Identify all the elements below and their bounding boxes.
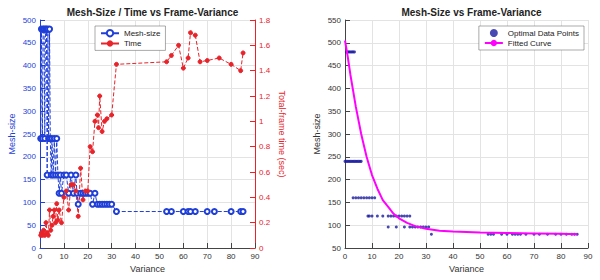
svg-text:250: 250: [328, 152, 342, 161]
svg-text:200: 200: [23, 152, 37, 161]
svg-text:150: 150: [23, 175, 37, 184]
svg-text:90: 90: [584, 252, 593, 261]
svg-text:0.8: 0.8: [259, 142, 271, 151]
svg-text:0.4: 0.4: [259, 193, 271, 202]
svg-text:Fitted Curve: Fitted Curve: [508, 39, 552, 48]
svg-text:150: 150: [328, 198, 342, 207]
svg-text:1.6: 1.6: [259, 41, 271, 50]
svg-text:0.6: 0.6: [259, 168, 271, 177]
svg-text:40: 40: [449, 252, 458, 261]
svg-text:300: 300: [328, 130, 342, 139]
svg-text:50: 50: [27, 221, 36, 230]
svg-text:60: 60: [503, 252, 512, 261]
svg-text:0: 0: [32, 244, 37, 253]
svg-text:500: 500: [328, 38, 342, 47]
svg-text:1: 1: [259, 117, 264, 126]
svg-text:Mesh-Size / Time vs Frame-Vari: Mesh-Size / Time vs Frame-Variance: [67, 7, 239, 18]
svg-text:400: 400: [328, 84, 342, 93]
svg-text:100: 100: [23, 198, 37, 207]
svg-text:90: 90: [251, 252, 260, 261]
svg-text:Mesh-size: Mesh-size: [124, 29, 161, 38]
svg-text:50: 50: [332, 244, 341, 253]
svg-text:100: 100: [328, 221, 342, 230]
svg-text:60: 60: [179, 252, 188, 261]
svg-text:350: 350: [328, 107, 342, 116]
svg-text:10: 10: [59, 252, 68, 261]
svg-text:30: 30: [107, 252, 116, 261]
svg-text:Optimal Data Points: Optimal Data Points: [508, 29, 579, 38]
svg-text:0: 0: [259, 244, 264, 253]
svg-text:50: 50: [155, 252, 164, 261]
svg-text:30: 30: [422, 252, 431, 261]
svg-text:450: 450: [328, 61, 342, 70]
svg-text:Mesh-size: Mesh-size: [312, 113, 322, 154]
svg-text:0: 0: [38, 252, 43, 261]
svg-text:1.8: 1.8: [259, 16, 271, 25]
svg-text:Time: Time: [124, 39, 142, 48]
svg-text:1.4: 1.4: [259, 66, 271, 75]
svg-text:300: 300: [23, 107, 37, 116]
svg-text:20: 20: [395, 252, 404, 261]
svg-text:Variance: Variance: [449, 264, 484, 274]
svg-text:350: 350: [23, 84, 37, 93]
svg-text:80: 80: [557, 252, 566, 261]
svg-text:40: 40: [131, 252, 140, 261]
svg-text:50: 50: [476, 252, 485, 261]
svg-text:Mesh-Size vs Frame-Variance: Mesh-Size vs Frame-Variance: [401, 7, 542, 18]
svg-text:1.2: 1.2: [259, 92, 271, 101]
svg-text:250: 250: [23, 130, 37, 139]
svg-text:70: 70: [203, 252, 212, 261]
svg-text:200: 200: [328, 175, 342, 184]
svg-text:550: 550: [328, 16, 342, 25]
svg-text:80: 80: [227, 252, 236, 261]
svg-text:70: 70: [530, 252, 539, 261]
svg-text:450: 450: [23, 38, 37, 47]
svg-text:0.2: 0.2: [259, 218, 271, 227]
svg-text:20: 20: [83, 252, 92, 261]
svg-text:400: 400: [23, 61, 37, 70]
svg-text:Variance: Variance: [130, 264, 165, 274]
svg-text:0: 0: [343, 252, 348, 261]
svg-text:500: 500: [23, 16, 37, 25]
svg-text:Total-frame time (sec): Total-frame time (sec): [277, 90, 287, 177]
svg-text:10: 10: [368, 252, 377, 261]
svg-text:Mesh-size: Mesh-size: [7, 113, 17, 154]
